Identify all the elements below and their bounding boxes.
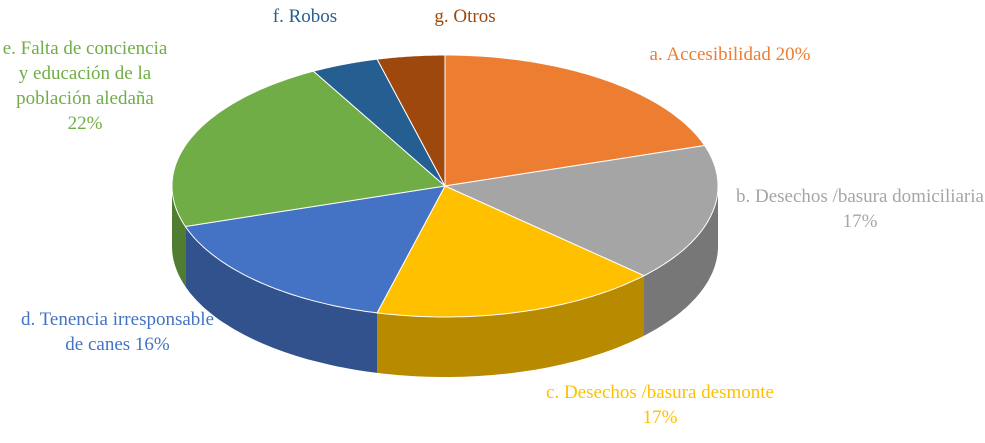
slice: [312, 58, 446, 187]
slice-label: d. Tenencia irresponsable de canes 16%: [15, 307, 220, 357]
slice: [444, 54, 706, 187]
slice-label: a. Accesibilidad 20%: [600, 42, 860, 67]
category-name: d. Tenencia irresponsable de canes: [21, 309, 214, 355]
value-label: 17%: [642, 407, 678, 428]
value-label: 20%: [775, 44, 811, 65]
category-name: a. Accesibilidad: [649, 44, 771, 65]
slice-label: g. Otros: [410, 4, 520, 29]
slice-side: [185, 226, 378, 373]
slice-label: c. Desechos /basura desmonte 17%: [545, 380, 775, 430]
slice: [443, 144, 719, 277]
slice: [171, 70, 447, 228]
slice-label: f. Robos: [245, 4, 365, 29]
slice-label: b. Desechos /basura domiciliaria 17%: [735, 184, 985, 234]
slice: [376, 185, 646, 318]
category-name: e. Falta de conciencia y educación de la…: [2, 38, 168, 109]
category-name: g. Otros: [434, 6, 496, 27]
slice-side: [644, 186, 718, 336]
value-label: 22%: [67, 113, 103, 134]
slice-label: e. Falta de conciencia y educación de la…: [0, 36, 170, 136]
slice-side: [172, 186, 186, 287]
slice: [376, 54, 446, 187]
value-label: 16%: [134, 334, 170, 355]
category-name: b. Desechos /basura domiciliaria: [736, 186, 984, 207]
category-name: f. Robos: [272, 6, 338, 27]
slice: [184, 185, 446, 314]
value-label: 17%: [842, 211, 878, 232]
category-name: c. Desechos /basura desmonte: [546, 382, 774, 403]
